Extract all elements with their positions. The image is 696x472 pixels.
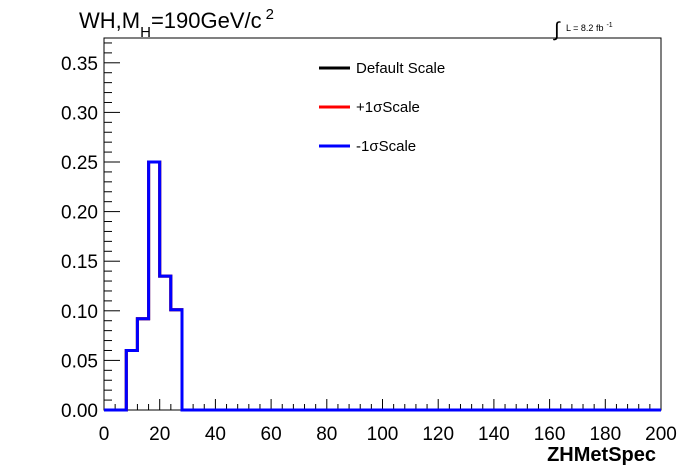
series-group — [104, 160, 661, 412]
lumi-text: L = 8.2 fb — [566, 23, 603, 33]
tick-labels: 0 20 40 60 80 100 120 140 160 180 200 0.00 0.05 0.10 0… — [61, 54, 677, 445]
legend-label-1: +1σScale — [356, 99, 420, 116]
x-tick-label: 60 — [261, 424, 282, 445]
series-line-2 — [104, 160, 661, 412]
legend-label-2: -1σScale — [356, 138, 416, 155]
title-superscript: 2 — [266, 6, 274, 23]
integral-sign: ∫ — [553, 19, 561, 41]
legend-label-0: Default Scale — [356, 60, 445, 77]
x-tick-label: 200 — [645, 424, 677, 445]
x-axis-label: ZHMetSpec — [547, 444, 656, 466]
title-subscript: H — [140, 24, 151, 41]
x-tick-label: 0 — [99, 424, 110, 445]
y-tick-label: 0.25 — [61, 153, 98, 174]
chart-title: WH,MH=190GeV/c 2 — [79, 6, 274, 41]
y-tick-label: 0.00 — [61, 401, 98, 422]
x-tick-label: 120 — [422, 424, 454, 445]
y-tick-label: 0.05 — [61, 351, 98, 372]
legend: Default Scale +1σScale -1σScale — [319, 60, 445, 155]
series-line-0 — [104, 160, 661, 412]
y-tick-label: 0.35 — [61, 54, 98, 75]
lumi-superscript: -1 — [606, 22, 612, 29]
plot-frame — [103, 37, 662, 411]
lumi-label: L = 8.2 fb -1 — [566, 22, 613, 33]
x-tick-label: 160 — [534, 424, 566, 445]
x-tick-label: 80 — [316, 424, 337, 445]
x-tick-label: 40 — [205, 424, 226, 445]
title-rest: =190GeV/c — [151, 8, 262, 33]
title-main: WH,M — [79, 8, 140, 33]
x-tick-label: 140 — [478, 424, 510, 445]
y-tick-label: 0.20 — [61, 203, 98, 224]
y-tick-label: 0.15 — [61, 252, 98, 273]
x-tick-label: 100 — [367, 424, 399, 445]
y-tick-label: 0.30 — [61, 103, 98, 124]
x-tick-label: 180 — [589, 424, 621, 445]
x-tick-label: 20 — [149, 424, 170, 445]
y-tick-label: 0.10 — [61, 302, 98, 323]
series-line-1 — [104, 160, 661, 412]
